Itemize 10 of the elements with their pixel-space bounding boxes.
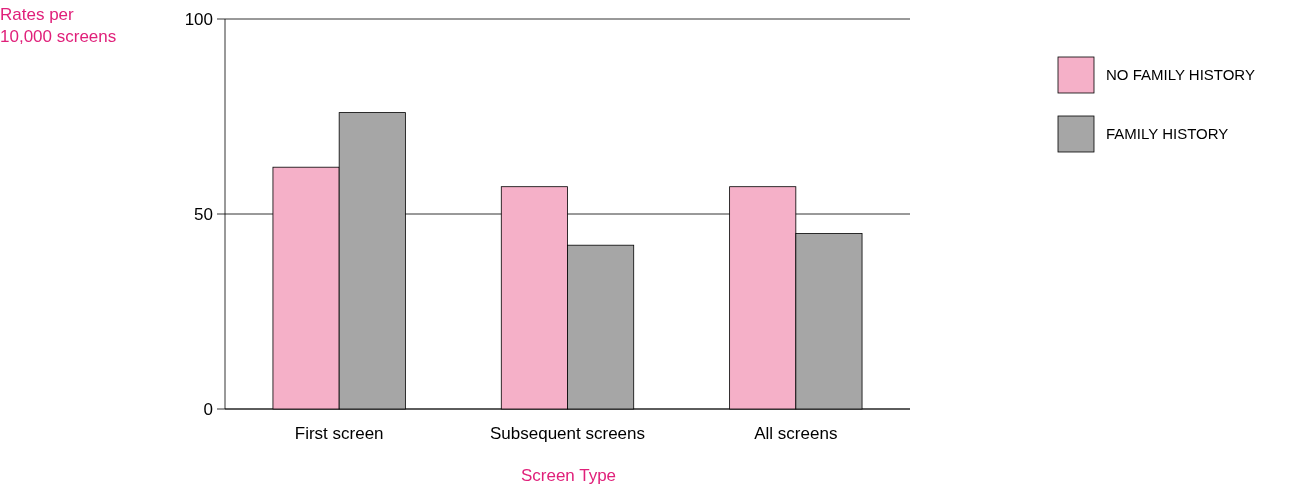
- legend-label: FAMILY HISTORY: [1106, 125, 1229, 143]
- x-tick-label: All screens: [754, 424, 838, 443]
- x-tick-label: First screen: [294, 424, 384, 443]
- y-tick-label: 50: [194, 204, 213, 224]
- y-tick-label: 0: [203, 399, 213, 419]
- y-tick-label: 100: [184, 9, 213, 29]
- x-tick-label: Subsequent screens: [490, 424, 645, 443]
- y-axis-title: Rates per 10,000 screens: [0, 5, 117, 46]
- x-axis-title: Screen Type: [520, 466, 617, 485]
- legend-label: NO FAMILY HISTORY: [1106, 66, 1255, 84]
